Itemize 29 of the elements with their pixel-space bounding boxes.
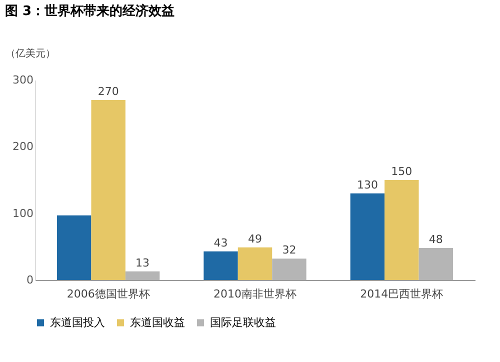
bar (238, 247, 272, 280)
y-tick-label: 200 (12, 140, 34, 154)
legend-label: 东道国收益 (130, 316, 185, 329)
x-tick-label: 2010南非世界杯 (214, 288, 296, 300)
data-label: 130 (356, 178, 378, 192)
legend-label: 国际足联收益 (210, 316, 276, 329)
data-label: 150 (391, 165, 412, 178)
y-axis-title: （亿美元） (6, 48, 56, 60)
chart-title: 图 3：世界杯带来的经济效益 (5, 3, 175, 19)
data-label: 48 (428, 233, 443, 246)
y-tick-label: 100 (12, 206, 34, 220)
bar (91, 100, 126, 280)
bar (418, 248, 453, 280)
bar (384, 180, 419, 280)
x-tick-label: 2014巴西世界杯 (360, 288, 444, 300)
y-tick-label: 0 (26, 274, 34, 286)
bar (57, 215, 92, 280)
data-label: 13 (136, 256, 150, 270)
data-label: 32 (282, 244, 296, 257)
legend-label: 东道国投入 (50, 316, 105, 329)
bar (204, 251, 238, 280)
bar (125, 271, 160, 280)
data-label: 43 (214, 236, 228, 250)
bar (272, 258, 306, 280)
x-tick-label: 2006德国世界杯 (66, 288, 150, 300)
data-label: 49 (248, 232, 262, 246)
y-tick-label: 300 (12, 74, 34, 86)
bar (350, 193, 385, 280)
data-label: 270 (98, 85, 119, 98)
